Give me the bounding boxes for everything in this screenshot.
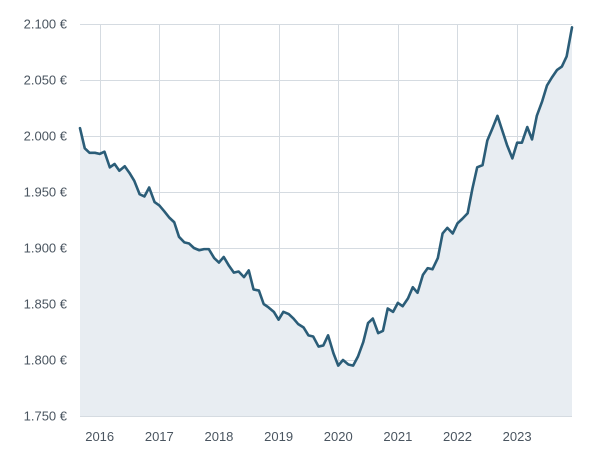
y-tick-label: 1.850 €	[24, 297, 68, 312]
x-tick-label: 2020	[324, 429, 353, 444]
x-tick-label: 2022	[443, 429, 472, 444]
x-tick-label: 2016	[85, 429, 114, 444]
y-tick-label: 1.800 €	[24, 353, 68, 368]
x-axis-ticks: 2016 2017 2018 2019 2020 2021 2022 2023	[85, 429, 531, 444]
y-axis-ticks: 1.750 € 1.800 € 1.850 € 1.900 € 1.950 € 2.000…	[24, 17, 68, 424]
y-tick-label: 1.900 €	[24, 241, 68, 256]
y-tick-label: 2.000 €	[24, 129, 68, 144]
y-tick-label: 2.050 €	[24, 73, 68, 88]
line-layer	[78, 26, 574, 367]
x-tick-label: 2017	[145, 429, 174, 444]
x-tick-label: 2019	[264, 429, 293, 444]
series-area-fill	[80, 27, 572, 417]
y-tick-label: 1.750 €	[24, 409, 68, 424]
y-tick-label: 2.100 €	[24, 17, 68, 32]
series-line	[78, 26, 574, 367]
x-tick-label: 2021	[383, 429, 412, 444]
x-tick-label: 2023	[503, 429, 532, 444]
x-tick-label: 2018	[204, 429, 233, 444]
area-layer	[80, 27, 572, 417]
y-tick-label: 1.950 €	[24, 185, 68, 200]
